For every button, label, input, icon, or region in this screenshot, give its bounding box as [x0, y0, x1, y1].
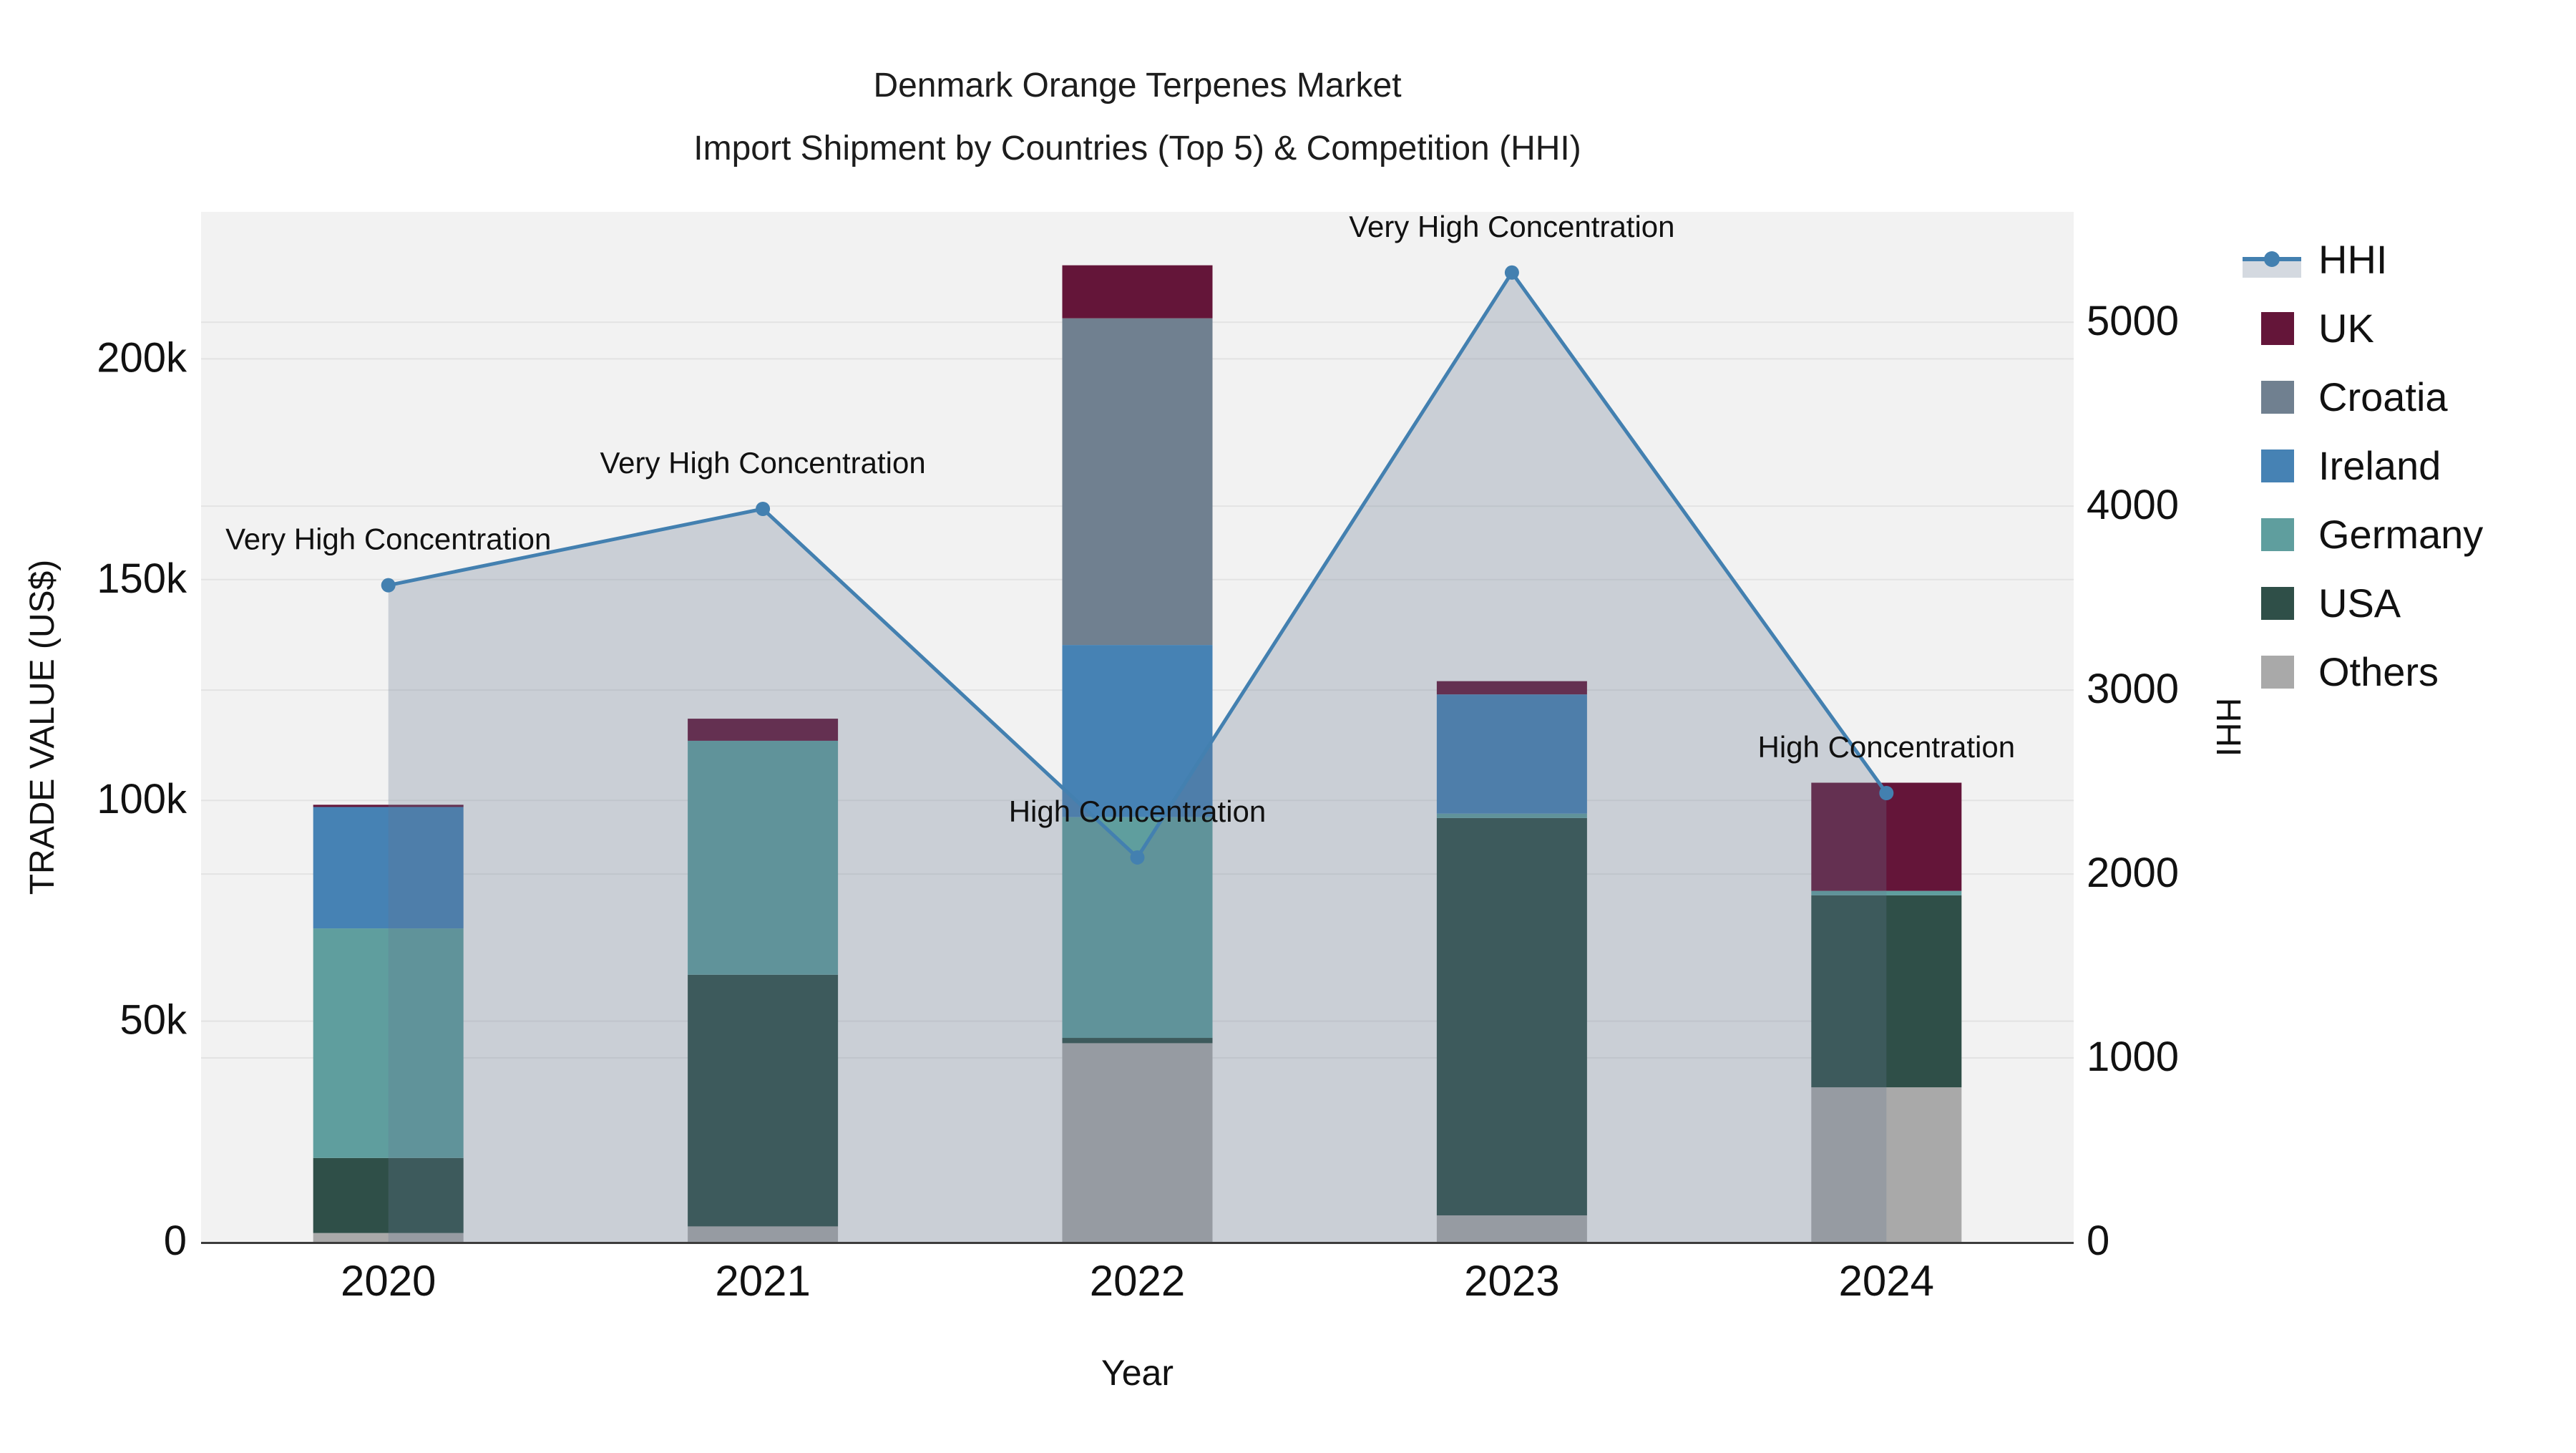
bar-segment-others-2021 — [688, 1226, 839, 1242]
legend-item-usa[interactable]: USA — [2261, 580, 2401, 626]
bar-segment-germany-2024 — [1811, 890, 1962, 895]
bar-segment-uk-2020 — [313, 805, 464, 807]
hhi-marker-2021[interactable] — [756, 501, 771, 516]
legend-label-others: Others — [2318, 649, 2439, 694]
x-tick-label: 2021 — [715, 1257, 810, 1305]
chart-title-line-1: Denmark Orange Terpenes Market — [873, 67, 1402, 105]
hhi-marker-2020[interactable] — [381, 578, 396, 593]
annotation-2023: Very High Concentration — [1349, 210, 1674, 243]
bar-segment-germany-2023 — [1436, 813, 1587, 818]
y-right-tick-label: 2000 — [2087, 850, 2179, 896]
legend-swatch-croatia — [2261, 381, 2294, 414]
bar-segment-germany-2020 — [313, 928, 464, 1158]
hhi-marker-2023[interactable] — [1504, 265, 1519, 280]
legend-hhi-marker-icon — [2264, 251, 2280, 267]
bar-segment-usa-2020 — [313, 1157, 464, 1233]
annotation-2021: Very High Concentration — [600, 446, 925, 480]
bar-segment-others-2024 — [1811, 1087, 1962, 1242]
legend-swatch-ireland — [2261, 449, 2294, 482]
hhi-marker-2022[interactable] — [1130, 850, 1145, 865]
legend-label-croatia: Croatia — [2318, 374, 2448, 419]
legend-swatch-germany — [2261, 518, 2294, 551]
y-right-tick-label: 0 — [2087, 1218, 2109, 1264]
hhi-marker-2024[interactable] — [1879, 786, 1894, 801]
y-right-tick-label: 5000 — [2087, 298, 2179, 344]
y-right-tick-label: 3000 — [2087, 666, 2179, 712]
bar-segment-uk-2024 — [1811, 782, 1962, 891]
annotation-2020: Very High Concentration — [225, 523, 551, 556]
legend-item-hhi[interactable]: HHI — [2243, 237, 2387, 282]
x-axis-title: Year — [1101, 1353, 1174, 1393]
y-right-tick-label: 1000 — [2087, 1034, 2179, 1080]
legend-item-others[interactable]: Others — [2261, 649, 2439, 694]
legend-item-uk[interactable]: UK — [2261, 306, 2374, 351]
y-right-tick-label: 4000 — [2087, 482, 2179, 528]
bar-segment-others-2023 — [1436, 1215, 1587, 1242]
legend-label-uk: UK — [2318, 306, 2374, 351]
legend-item-ireland[interactable]: Ireland — [2261, 443, 2441, 488]
bar-segment-usa-2021 — [688, 974, 839, 1227]
bar-segment-others-2020 — [313, 1233, 464, 1242]
bar-segment-ireland-2020 — [313, 807, 464, 929]
legend-swatch-uk — [2261, 312, 2294, 345]
legend-label-usa: USA — [2318, 580, 2401, 626]
y-left-tick-label: 150k — [97, 555, 187, 602]
legend-swatch-others — [2261, 656, 2294, 689]
y-left-tick-label: 100k — [97, 776, 187, 822]
legend-item-croatia[interactable]: Croatia — [2261, 374, 2448, 419]
annotation-2022: High Concentration — [1009, 794, 1267, 828]
x-tick-label: 2022 — [1090, 1257, 1185, 1305]
bar-segment-ireland-2023 — [1436, 694, 1587, 814]
legend-label-germany: Germany — [2318, 512, 2483, 557]
bar-segment-germany-2021 — [688, 740, 839, 975]
y-left-tick-label: 200k — [97, 334, 187, 381]
annotation-2024: High Concentration — [1758, 730, 2016, 764]
legend-swatch-usa — [2261, 587, 2294, 620]
x-tick-label: 2023 — [1464, 1257, 1559, 1305]
bar-segment-ireland-2022 — [1062, 645, 1213, 817]
x-tick-label: 2020 — [341, 1257, 436, 1305]
bar-segment-usa-2022 — [1062, 1038, 1213, 1044]
bar-segment-croatia-2022 — [1062, 318, 1213, 646]
bar-segment-uk-2022 — [1062, 265, 1213, 319]
bar-segment-others-2022 — [1062, 1043, 1213, 1242]
bar-segment-usa-2024 — [1811, 895, 1962, 1088]
bar-segment-uk-2021 — [688, 719, 839, 741]
legend-label-hhi: HHI — [2318, 237, 2387, 282]
chart-title-line-2: Import Shipment by Countries (Top 5) & C… — [693, 130, 1581, 167]
y-right-axis-title: HHI — [2209, 698, 2247, 757]
y-left-tick-label: 0 — [164, 1218, 187, 1264]
y-left-tick-label: 50k — [119, 997, 187, 1044]
legend-label-ireland: Ireland — [2318, 443, 2441, 488]
y-left-axis-title: TRADE VALUE (US$) — [24, 560, 62, 895]
bar-segment-usa-2023 — [1436, 817, 1587, 1215]
bar-segment-uk-2023 — [1436, 681, 1587, 695]
x-tick-label: 2024 — [1839, 1257, 1934, 1305]
legend-item-germany[interactable]: Germany — [2261, 512, 2483, 557]
